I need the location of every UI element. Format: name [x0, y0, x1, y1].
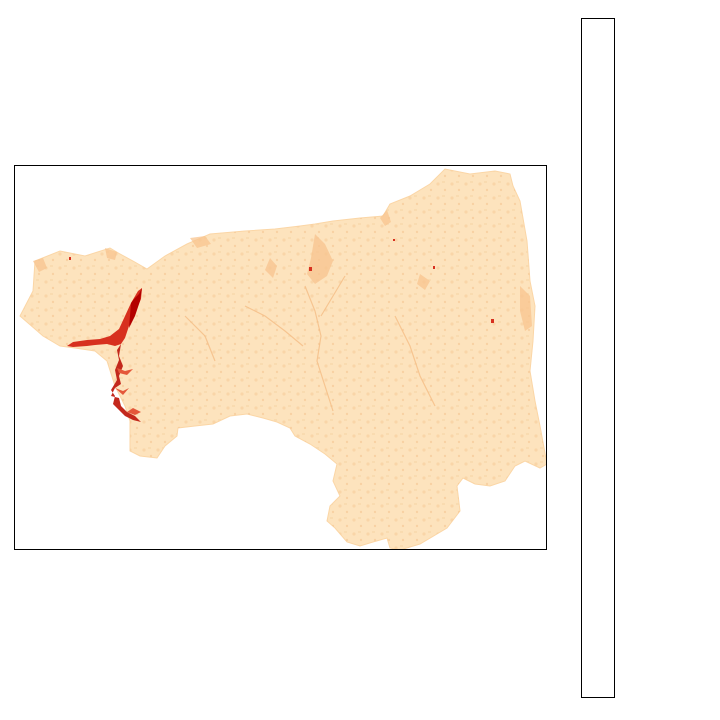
colorbar [581, 18, 615, 698]
map-axes [14, 165, 547, 550]
region-texture [20, 169, 546, 549]
water-specks [69, 239, 494, 323]
ndwi-map [19, 168, 546, 549]
water-body [67, 288, 142, 422]
moist-patches [33, 210, 532, 331]
drainage-lines [184, 275, 436, 412]
